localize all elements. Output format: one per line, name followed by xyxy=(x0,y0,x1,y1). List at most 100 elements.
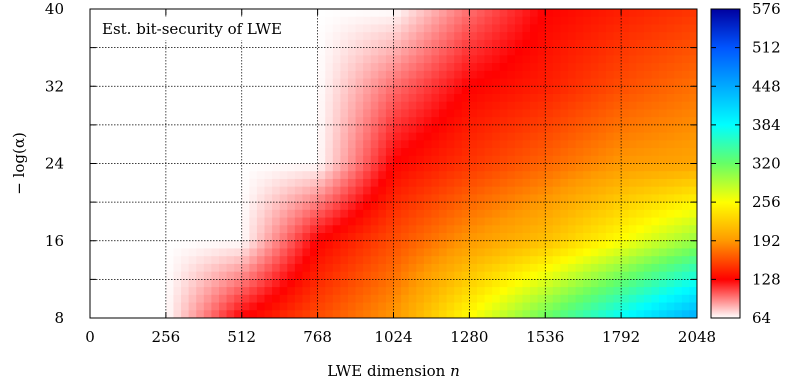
heatmap-cell xyxy=(674,39,683,49)
heatmap-cell xyxy=(355,9,364,18)
heatmap-cell xyxy=(347,209,357,219)
heatmap-cell xyxy=(605,32,615,41)
heatmap-cell xyxy=(211,86,220,95)
heatmap-cell xyxy=(613,55,622,64)
heatmap-cell xyxy=(120,279,129,288)
heatmap-cell xyxy=(393,78,402,87)
heatmap-cell xyxy=(492,124,501,134)
heatmap-cell xyxy=(590,171,599,180)
heatmap-cell xyxy=(514,32,524,41)
heatmap-cell xyxy=(378,16,387,26)
heatmap-cell xyxy=(302,256,311,265)
heatmap-cell xyxy=(408,263,417,273)
heatmap-cell xyxy=(317,155,326,165)
heatmap-cell xyxy=(401,171,410,180)
heatmap-cell xyxy=(234,70,243,80)
heatmap-cell xyxy=(203,9,212,18)
heatmap-cell xyxy=(218,101,228,111)
heatmap-cell xyxy=(545,9,554,18)
heatmap-cell xyxy=(264,148,273,157)
heatmap-cell xyxy=(241,240,250,250)
heatmap-cell xyxy=(105,209,114,219)
heatmap-cell xyxy=(583,248,592,257)
heatmap-cell xyxy=(294,39,304,49)
heatmap-cell xyxy=(583,287,592,296)
heatmap-cell xyxy=(590,263,599,273)
heatmap-cell xyxy=(439,47,448,56)
heatmap-cell xyxy=(545,140,554,149)
heatmap-cell xyxy=(507,63,516,72)
heatmap-cell xyxy=(568,16,577,26)
heatmap-cell xyxy=(605,209,615,219)
heatmap-cell xyxy=(659,16,668,26)
heatmap-cell xyxy=(454,86,463,95)
heatmap-cell xyxy=(188,78,197,87)
heatmap-cell xyxy=(173,271,182,280)
heatmap-cell xyxy=(643,186,653,195)
heatmap-cell xyxy=(127,63,137,72)
heatmap-cell xyxy=(241,279,250,288)
heatmap-cell xyxy=(226,148,235,157)
heatmap-cell xyxy=(492,171,501,180)
heatmap-cell xyxy=(545,256,554,265)
heatmap-cell xyxy=(90,202,99,211)
heatmap-cell xyxy=(340,256,349,265)
heatmap-cell xyxy=(613,194,622,203)
heatmap-cell xyxy=(484,263,493,273)
heatmap-cell xyxy=(492,248,501,257)
heatmap-cell xyxy=(310,240,319,250)
heatmap-cell xyxy=(674,124,683,134)
heatmap-cell xyxy=(613,294,622,304)
heatmap-cell xyxy=(249,209,258,219)
heatmap-cell xyxy=(514,310,524,318)
heatmap-cell xyxy=(598,194,607,203)
heatmap-cell xyxy=(340,24,349,33)
heatmap-cell xyxy=(120,124,129,134)
heatmap-cell xyxy=(120,78,129,87)
heatmap-cell xyxy=(530,47,539,56)
heatmap-cell xyxy=(431,78,440,87)
heatmap-cell xyxy=(651,178,660,188)
heatmap-cell xyxy=(476,287,486,296)
heatmap-cell xyxy=(393,9,402,18)
heatmap-cell xyxy=(401,155,410,165)
heatmap-cell xyxy=(401,24,410,33)
heatmap-cell xyxy=(583,32,592,41)
heatmap-cell xyxy=(355,209,364,219)
heatmap-cell xyxy=(484,117,493,126)
heatmap-cell xyxy=(545,310,554,318)
heatmap-cell xyxy=(499,209,508,219)
heatmap-cell xyxy=(105,93,114,103)
heatmap-cell xyxy=(234,155,243,165)
heatmap-cell xyxy=(461,16,470,26)
heatmap-cell xyxy=(310,39,319,49)
heatmap-cell xyxy=(340,194,349,203)
heatmap-cell xyxy=(492,70,501,80)
heatmap-cell xyxy=(279,70,288,80)
heatmap-cell xyxy=(378,148,387,157)
heatmap-cell xyxy=(385,256,395,265)
heatmap-cell xyxy=(135,271,144,280)
heatmap-cell xyxy=(256,225,266,234)
heatmap-cell xyxy=(476,240,486,250)
heatmap-cell xyxy=(385,248,395,257)
heatmap-cell xyxy=(370,256,379,265)
heatmap-cell xyxy=(135,132,144,141)
heatmap-cell xyxy=(454,101,463,111)
heatmap-cell xyxy=(423,310,433,318)
heatmap-cell xyxy=(446,124,455,134)
heatmap-cell xyxy=(294,163,304,172)
heatmap-cell xyxy=(294,225,304,234)
heatmap-cell xyxy=(378,70,387,80)
heatmap-cell xyxy=(294,186,304,195)
heatmap-cell xyxy=(234,78,243,87)
heatmap-cell xyxy=(568,124,577,134)
heatmap-cell xyxy=(264,140,273,149)
heatmap-cell xyxy=(476,217,486,226)
heatmap-cell xyxy=(294,263,304,273)
heatmap-cell xyxy=(203,217,212,226)
heatmap-cell xyxy=(211,248,220,257)
heatmap-cell xyxy=(560,233,569,242)
heatmap-cell xyxy=(158,132,167,141)
heatmap-cell xyxy=(583,93,592,103)
